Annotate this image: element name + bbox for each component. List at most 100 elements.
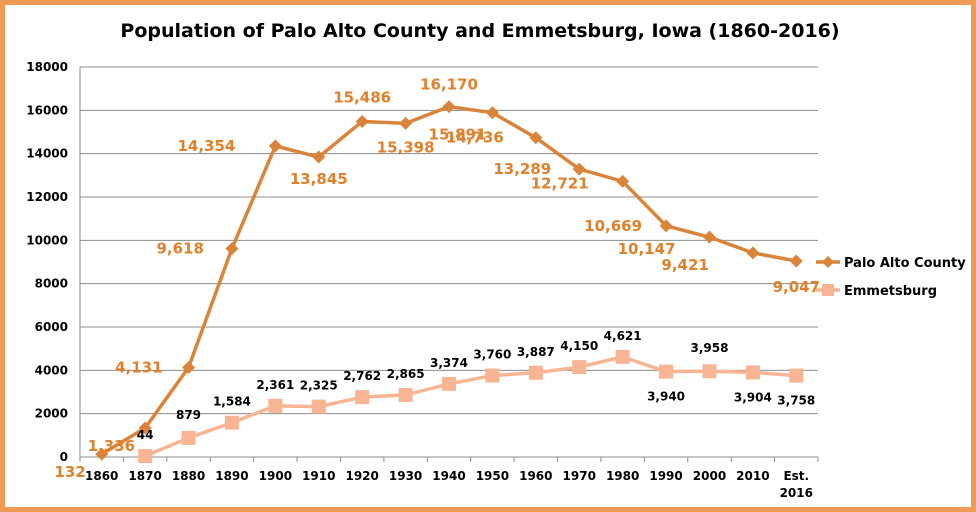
county-data-label: 13,289 [493,160,551,178]
city-data-label: 3,374 [430,356,468,370]
legend-label: Palo Alto County [844,256,966,271]
county-data-label: 13,845 [290,170,348,188]
county-data-label: 9,421 [661,256,708,274]
county-data-point [225,242,239,256]
city-data-label: 879 [176,408,201,422]
y-tick-label: 6000 [35,320,68,334]
county-data-label: 1,336 [88,437,135,455]
x-tick-label: 1960 [519,469,552,483]
county-data-label: 14,354 [177,137,235,155]
city-data-label: 3,940 [647,390,685,404]
x-tick-label: 2000 [693,469,726,483]
county-data-label: 16,170 [420,76,478,94]
county-data-point [442,100,456,114]
city-data-point [442,376,456,391]
county-data-point [572,162,586,176]
city-data-point [702,364,717,379]
county-data-point [659,219,673,233]
x-tick-label: 1990 [649,469,682,483]
city-data-point [572,360,587,375]
x-tick-label: 1900 [259,469,292,483]
city-data-label: 2,865 [387,367,425,381]
county-data-point [312,150,326,164]
county-data-point [355,114,369,128]
county-data-label: 10,669 [584,217,642,235]
city-data-point [615,349,630,364]
city-data-label: 4,150 [560,339,598,353]
legend-label: Emmetsburg [844,284,937,299]
y-tick-label: 18000 [26,60,68,74]
legend-marker [822,284,834,296]
city-data-label: 2,325 [300,379,338,393]
y-tick-label: 0 [60,450,68,464]
y-tick-label: 2000 [35,407,68,421]
county-data-point [182,360,196,374]
x-tick-label: Est. 2016 [780,469,813,500]
county-data-point [399,116,413,130]
x-tick-label: 2010 [736,469,769,483]
county-data-point [529,131,543,145]
y-tick-label: 12000 [26,190,68,204]
x-tick-label: 1870 [128,469,161,483]
x-tick-label: 1910 [302,469,335,483]
city-data-point [398,387,413,402]
chart-title: Population of Palo Alto County and Emmet… [120,20,840,42]
city-data-point [789,368,804,383]
county-data-label: 14,736 [446,129,504,147]
county-data-point [485,106,499,120]
city-data-label: 44 [137,428,154,442]
county-data-label: 15,486 [333,88,391,106]
y-tick-label: 4000 [35,363,68,377]
y-tick-label: 14000 [26,147,68,161]
county-series-line [100,104,797,456]
city-data-label: 3,887 [517,345,555,359]
county-data-label: 15,891 [429,126,487,144]
county-data-label: 9,047 [773,278,820,296]
city-data-point [659,364,674,379]
county-data-point [138,421,152,435]
city-data-point [268,398,283,413]
y-tick-label: 8000 [35,277,68,291]
city-data-label: 2,762 [343,369,381,383]
city-series-line [144,355,797,458]
x-tick-label: 1970 [563,469,596,483]
y-tick-label: 16000 [26,103,68,117]
city-data-label: 3,904 [734,390,772,404]
county-data-label: 15,398 [377,138,435,156]
county-data-label: 4,131 [115,358,162,376]
city-data-point [181,430,196,445]
county-data-label: 9,618 [156,240,203,258]
city-data-point [485,368,500,383]
x-tick-label: 1940 [432,469,465,483]
city-data-label: 4,621 [604,329,642,343]
y-tick-label: 10000 [26,233,68,247]
county-data-point [746,246,760,260]
x-tick-label: 1860 [85,469,118,483]
city-data-point [528,365,543,380]
city-data-point [138,449,153,464]
city-data-point [311,399,326,414]
city-data-label: 3,760 [473,348,511,362]
city-data-label: 3,958 [690,341,728,355]
city-data-point [224,415,239,430]
county-data-point [702,230,716,244]
county-data-label: 12,721 [531,174,589,192]
county-data-point [268,139,282,153]
x-tick-label: 1950 [476,469,509,483]
x-tick-label: 1890 [215,469,248,483]
city-data-label: 3,758 [777,394,815,408]
county-data-point [616,174,630,188]
county-data-point [789,254,803,268]
x-tick-label: 1920 [345,469,378,483]
legend-marker [822,256,834,268]
city-data-label: 2,361 [256,378,294,392]
county-data-point [95,447,109,461]
x-tick-label: 1930 [389,469,422,483]
x-tick-label: 1880 [172,469,205,483]
x-tick-label: 1980 [606,469,639,483]
city-data-label: 1,584 [213,395,251,409]
county-data-label: 132 [54,463,85,481]
city-data-point [745,365,760,380]
